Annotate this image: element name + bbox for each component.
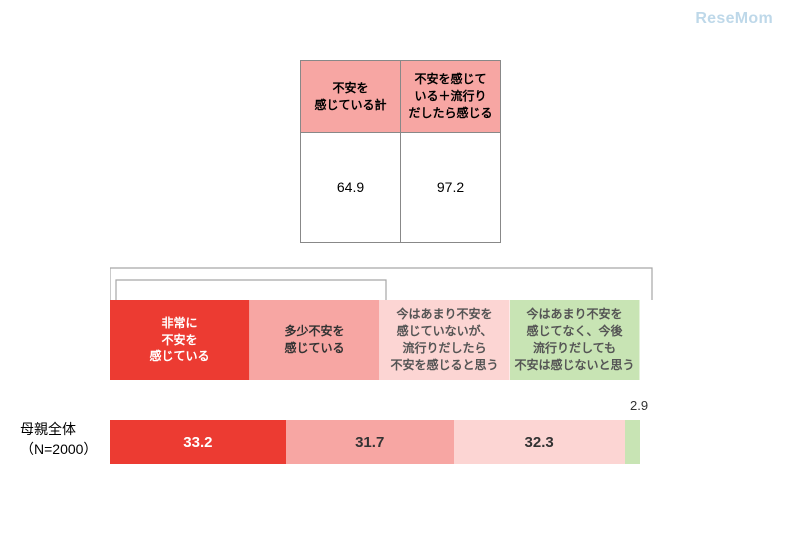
summary-value-1: 97.2 bbox=[401, 133, 501, 243]
watermark: ReseMom bbox=[695, 10, 773, 28]
bar-segment-1: 31.7 bbox=[286, 420, 454, 464]
bar-segment-0: 33.2 bbox=[110, 420, 286, 464]
bar-segment-3 bbox=[625, 420, 640, 464]
summary-header-0: 不安を感じている計 bbox=[301, 61, 401, 133]
stacked-bar: 33.231.732.3 bbox=[110, 420, 640, 464]
legend-item-0: 非常に不安を感じている bbox=[110, 300, 250, 380]
brackets-svg bbox=[110, 260, 670, 300]
summary-value-0: 64.9 bbox=[301, 133, 401, 243]
row-label: 母親全体（N=2000） bbox=[20, 420, 97, 459]
summary-table: 不安を感じている計 不安を感じている＋流行りだしたら感じる 64.9 97.2 bbox=[300, 60, 501, 243]
legend-item-2: 今はあまり不安を感じていないが、流行りだしたら不安を感じると思う bbox=[380, 300, 510, 380]
bracket-area bbox=[110, 260, 640, 300]
bar-segment-2: 32.3 bbox=[454, 420, 625, 464]
bar-segment-3-external-label: 2.9 bbox=[630, 398, 648, 413]
summary-header-1: 不安を感じている＋流行りだしたら感じる bbox=[401, 61, 501, 133]
legend: 非常に不安を感じている多少不安を感じている今はあまり不安を感じていないが、流行り… bbox=[110, 300, 640, 380]
legend-item-3: 今はあまり不安を感じてなく、今後流行りだしても不安は感じないと思う bbox=[510, 300, 640, 380]
legend-item-1: 多少不安を感じている bbox=[250, 300, 380, 380]
